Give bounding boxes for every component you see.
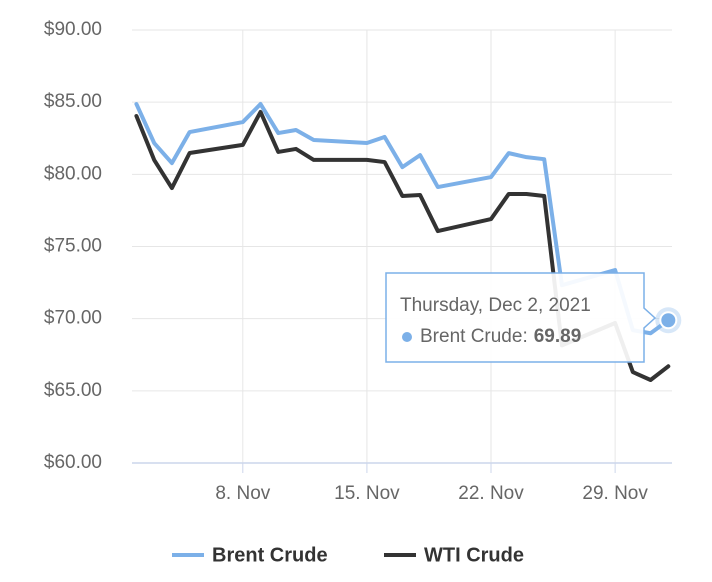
tooltip-title: Thursday, Dec 2, 2021 bbox=[400, 295, 591, 316]
y-tick-label: $70.00 bbox=[44, 308, 102, 329]
tooltip: Thursday, Dec 2, 2021 Brent Crude: 69.89 bbox=[385, 272, 657, 363]
x-tick-label: 22. Nov bbox=[458, 483, 524, 504]
tooltip-label: Brent Crude: 69.89 bbox=[420, 326, 581, 347]
x-tick-label: 8. Nov bbox=[215, 483, 270, 504]
tooltip-box bbox=[385, 272, 657, 363]
tooltip-value: 69.89 bbox=[534, 326, 582, 347]
tooltip-dot bbox=[402, 332, 412, 342]
legend-label: WTI Crude bbox=[424, 544, 524, 566]
y-tick-label: $85.00 bbox=[44, 91, 102, 112]
tooltip-series: Brent Crude: bbox=[420, 326, 528, 347]
y-tick-label: $65.00 bbox=[44, 380, 102, 401]
y-tick-label: $90.00 bbox=[44, 19, 102, 40]
x-tick-label: 15. Nov bbox=[334, 483, 400, 504]
y-tick-label: $75.00 bbox=[44, 236, 102, 257]
y-tick-label: $60.00 bbox=[44, 452, 102, 473]
hover-point bbox=[659, 311, 678, 330]
y-tick-label: $80.00 bbox=[44, 163, 102, 184]
legend-label: Brent Crude bbox=[212, 544, 328, 566]
x-tick-label: 29. Nov bbox=[582, 483, 648, 504]
